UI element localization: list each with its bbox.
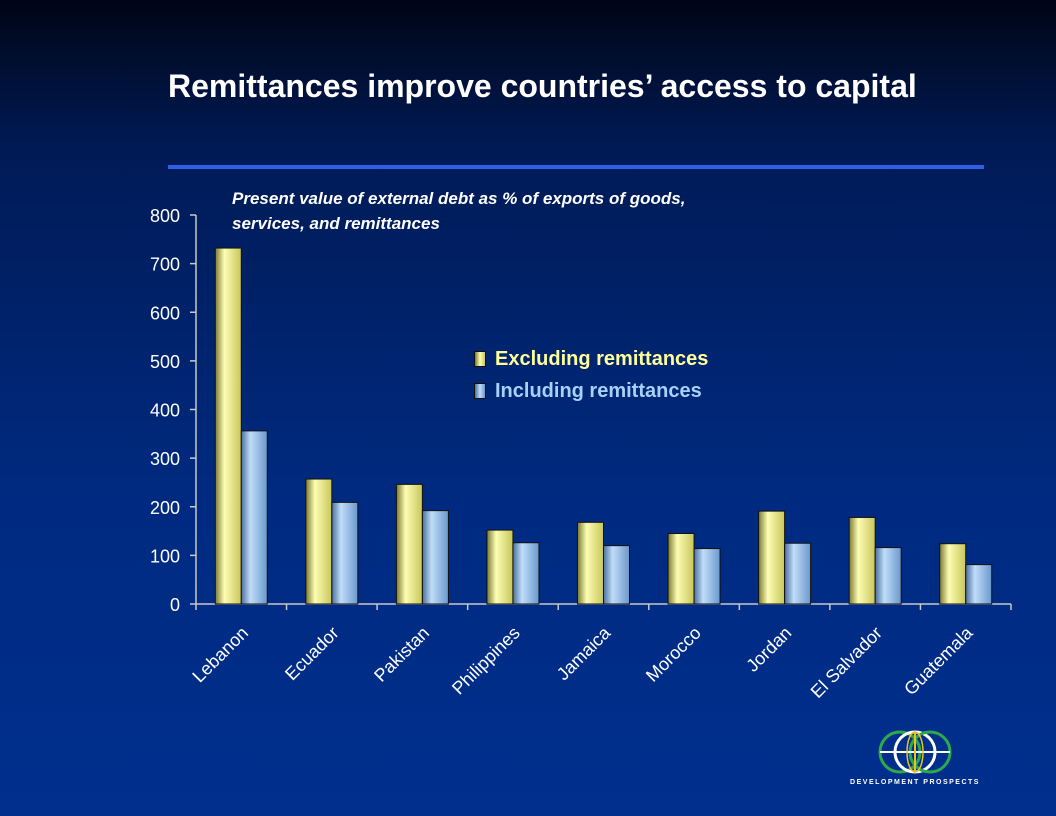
y-tick-label: 800 <box>150 206 180 226</box>
x-category-label: Lebanon <box>188 623 252 687</box>
bar-excluding-remittances <box>305 478 333 605</box>
chart-legend: Excluding remittances Including remittan… <box>474 343 708 407</box>
bar-excluding-remittances <box>395 483 423 605</box>
x-category-label: El Salvador <box>807 623 886 702</box>
legend-item-excluding: Excluding remittances <box>474 343 708 375</box>
bar-including-remittances <box>421 510 449 605</box>
bar-including-remittances <box>603 545 630 605</box>
x-category-label: Morocco <box>642 623 705 686</box>
y-tick-label: 0 <box>170 595 180 615</box>
y-tick-label: 700 <box>150 255 180 275</box>
title-underline <box>168 165 984 169</box>
x-category-label: Jamaica <box>553 622 615 684</box>
bar-excluding-remittances <box>214 247 242 605</box>
bar-excluding-remittances <box>486 529 514 605</box>
legend-swatch-excluding <box>474 351 486 367</box>
bar-including-remittances <box>784 542 812 605</box>
bar-including-remittances <box>965 564 993 605</box>
chart-title: Present value of external debt as % of e… <box>232 189 686 233</box>
slide-title: Remittances improve countries’ access to… <box>168 68 917 104</box>
y-tick-label: 200 <box>150 498 180 518</box>
y-tick-label: 500 <box>150 352 180 372</box>
bar-including-remittances <box>331 501 359 605</box>
legend-label-excluding: Excluding remittances <box>495 347 709 370</box>
x-category-label: Pakistan <box>370 623 433 686</box>
globe-logo-icon <box>878 730 952 774</box>
legend-label-including: Including remittances <box>495 379 702 402</box>
bar-including-remittances <box>874 547 902 605</box>
legend-item-including: Including remittances <box>474 375 708 407</box>
x-category-label: Ecuador <box>281 623 343 685</box>
legend-swatch-including <box>474 383 486 399</box>
bar-including-remittances <box>512 542 540 605</box>
y-tick-label: 400 <box>150 401 180 421</box>
bar-excluding-remittances <box>939 543 967 605</box>
bar-excluding-remittances <box>848 516 876 605</box>
y-tick-label: 300 <box>150 449 180 469</box>
x-category-label: Jordan <box>742 623 795 676</box>
bar-including-remittances <box>693 548 721 605</box>
bar-excluding-remittances <box>667 532 695 605</box>
bar-including-remittances <box>240 430 268 605</box>
y-tick-label: 600 <box>150 303 180 323</box>
bar-excluding-remittances <box>577 521 604 605</box>
development-prospects-logo: DEVELOPMENT PROSPECTS <box>848 728 982 792</box>
x-category-label: Guatemala <box>900 622 977 699</box>
y-tick-label: 100 <box>150 546 180 566</box>
x-category-label: Philippines <box>448 623 524 699</box>
logo-text: DEVELOPMENT PROSPECTS <box>850 779 980 786</box>
bar-excluding-remittances <box>758 510 786 605</box>
